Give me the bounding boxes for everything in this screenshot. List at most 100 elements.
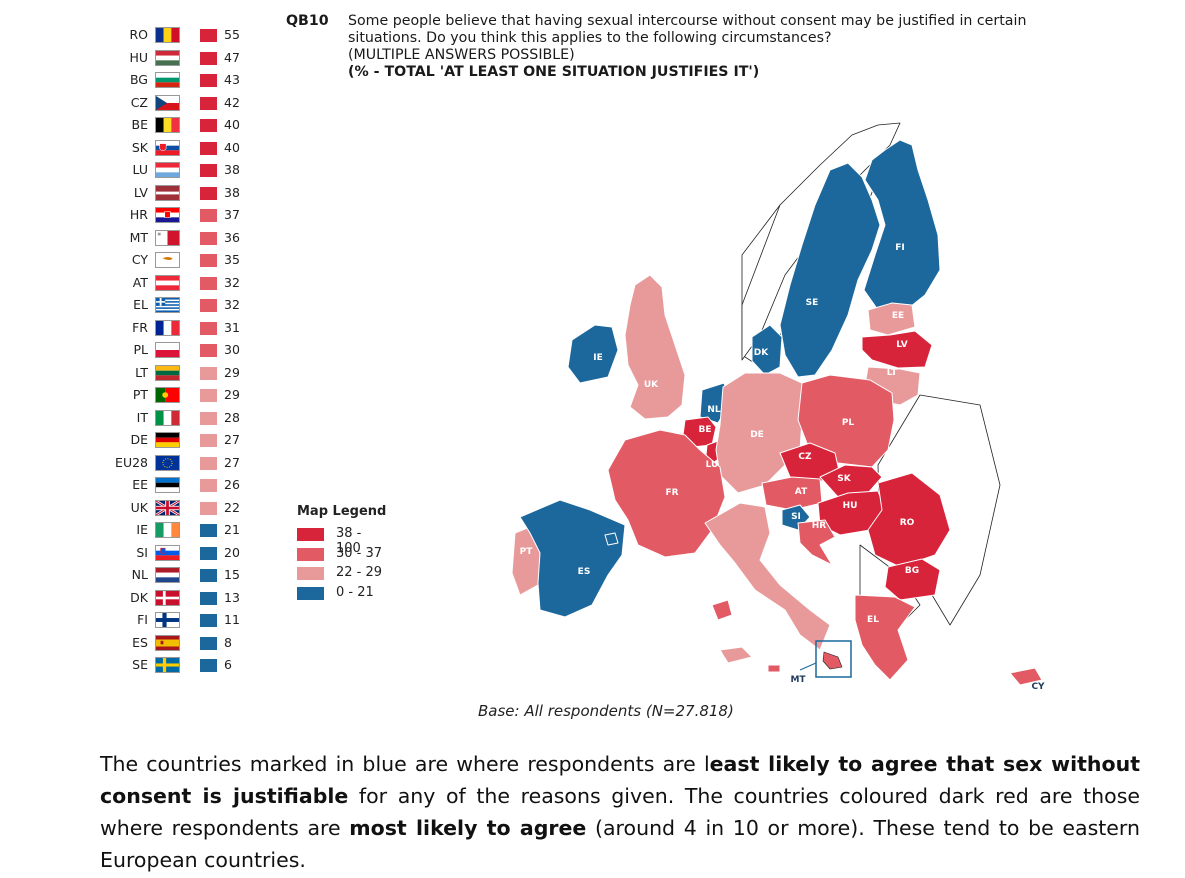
eu-flag-icon	[155, 454, 180, 471]
country-code: PL	[133, 342, 148, 357]
country-value: 36	[224, 229, 240, 245]
fr-flag-icon	[155, 319, 180, 336]
ranking-row-sk: SK 40	[100, 137, 260, 160]
it-flag-icon	[155, 409, 180, 426]
ranking-row-nl: NL 15	[100, 564, 260, 587]
be-flag-icon	[155, 117, 180, 133]
country-shape-fr	[607, 429, 726, 558]
ranking-row-mt: MT 36	[100, 227, 260, 250]
ranking-row-hu: HU 47	[100, 47, 260, 70]
country-code: EL	[133, 297, 148, 312]
legend-swatch	[297, 586, 324, 600]
country-code: SK	[131, 139, 148, 155]
sk-flag-icon	[155, 139, 180, 156]
country-value: 15	[224, 567, 240, 582]
malta-inset-box	[815, 640, 852, 678]
country-value: 55	[224, 27, 240, 42]
ranking-row-el: EL 32	[100, 294, 260, 317]
nl-flag-icon	[155, 567, 180, 583]
country-shape-bg	[884, 558, 941, 601]
map-label-hu: HU	[843, 501, 858, 511]
ranking-row-fr: FR 31	[100, 317, 260, 340]
map-label-lt: LT	[887, 368, 898, 378]
ranking-row-se: SE 6	[100, 654, 260, 677]
country-code: CZ	[130, 94, 148, 110]
at-flag-icon	[155, 274, 180, 291]
question-id: QB10	[286, 13, 329, 29]
ranking-row-eu28: EU28 27	[100, 452, 260, 475]
country-ranking-list: RO 55 HU 47 BG 43 CZ 42 BE 40 SK 40 LU 38 LV 38 HR 37 MT 36…	[100, 24, 260, 677]
ranking-row-hr: HR 37	[100, 204, 260, 227]
el-flag-icon	[155, 297, 180, 313]
ranking-row-lu: LU 38	[100, 159, 260, 182]
country-value: 13	[224, 589, 240, 605]
band-swatch	[200, 501, 217, 515]
country-value: 38	[224, 162, 240, 177]
band-swatch	[200, 231, 217, 245]
map-label-cz: CZ	[798, 452, 812, 462]
map-label-pl: PL	[842, 418, 855, 428]
country-value: 27	[224, 454, 240, 470]
legend-item: 22 - 29	[297, 564, 386, 584]
legend-item: 30 - 37	[297, 545, 386, 565]
ranking-row-cz: CZ 42	[100, 92, 260, 115]
country-value: 47	[224, 49, 240, 65]
country-code: DE	[130, 432, 148, 447]
ranking-row-at: AT 32	[100, 272, 260, 295]
map-label-cy: CY	[1031, 682, 1045, 692]
legend-label: 30 - 37	[336, 545, 383, 561]
map-label-de: DE	[750, 430, 764, 440]
ranking-row-dk: DK 13	[100, 587, 260, 610]
ranking-row-si: SI 20	[100, 542, 260, 565]
legend-label: 38 - 100	[336, 526, 362, 556]
ranking-row-es: ES 8	[100, 632, 260, 655]
hr-flag-icon	[155, 207, 180, 223]
country-code: SE	[132, 657, 148, 672]
band-swatch	[200, 119, 217, 132]
question-measure: (% - TOTAL 'AT LEAST ONE SITUATION JUSTI…	[348, 64, 760, 80]
country-shape-dk	[751, 324, 783, 376]
pt-flag-icon	[155, 387, 180, 403]
band-swatch	[200, 141, 217, 155]
country-value: 40	[224, 139, 240, 155]
question-text-block: Some people believe that having sexual i…	[348, 13, 1078, 81]
country-value: 22	[224, 499, 240, 515]
map-label-sk: SK	[837, 474, 851, 484]
country-shape-mt	[767, 664, 781, 673]
country-shape-es	[519, 499, 626, 618]
map-label-ie: IE	[593, 353, 603, 363]
ranking-row-ro: RO 55	[100, 24, 260, 47]
country-value: 28	[224, 409, 240, 425]
country-code: FI	[137, 612, 148, 627]
ee-flag-icon	[155, 477, 180, 493]
country-value: 6	[224, 657, 232, 672]
country-value: 40	[224, 117, 240, 132]
band-swatch	[200, 186, 217, 200]
band-swatch	[200, 614, 217, 627]
map-label-at: AT	[795, 487, 808, 497]
cz-flag-icon	[155, 94, 180, 111]
band-swatch	[200, 411, 217, 425]
band-swatch	[200, 366, 217, 380]
map-label-hr: HR	[812, 521, 827, 531]
country-value: 20	[224, 544, 240, 560]
band-swatch	[200, 636, 217, 650]
cy-flag-icon	[155, 252, 180, 268]
map-label-si: SI	[791, 512, 801, 522]
base-note: Base: All respondents (N=27.818)	[478, 702, 734, 720]
legend-swatch	[297, 547, 324, 561]
country-code: LV	[133, 184, 148, 200]
map-label-be: BE	[698, 425, 711, 435]
country-value: 29	[224, 364, 240, 380]
uk-flag-icon	[155, 499, 180, 516]
map-label-se: SE	[806, 298, 819, 308]
country-code: BG	[129, 72, 148, 87]
country-value: 8	[224, 634, 232, 650]
es-flag-icon	[155, 634, 180, 651]
legend-title: Map Legend	[297, 504, 387, 519]
ranking-row-pl: PL 30	[100, 339, 260, 362]
country-shape-uk	[624, 274, 686, 420]
country-code: IE	[136, 522, 148, 537]
map-label-fr: FR	[665, 488, 678, 498]
country-code: DK	[130, 589, 148, 605]
